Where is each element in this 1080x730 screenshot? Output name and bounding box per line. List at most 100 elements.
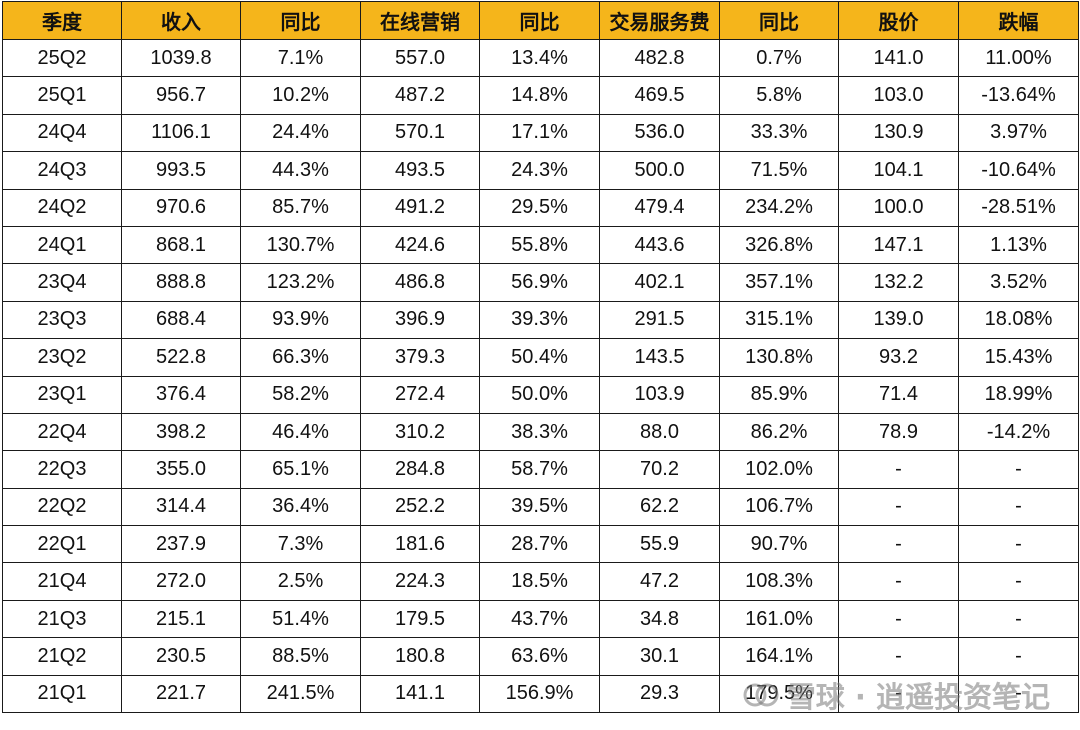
table-cell: 39.3% <box>479 300 600 340</box>
table-row: 21Q2 230.5 88.5% 180.8 63.6% 30.1 164.1% - - <box>2 637 1079 676</box>
table-cell: 51.4% <box>240 599 361 639</box>
table-cell: 132.2 <box>838 263 959 302</box>
table-cell: 2.5% <box>240 562 361 601</box>
table-header: 季度 收入 同比 在线营销 同比 交易服务费 同比 股价 跌幅 <box>2 1 1079 40</box>
table-cell: 315.1% <box>719 300 839 340</box>
table-cell: 24Q1 <box>2 225 122 265</box>
table-cell: 357.1% <box>719 263 839 302</box>
table-cell: 24Q4 <box>2 113 122 153</box>
table-row: 22Q1 237.9 7.3% 181.6 28.7% 55.9 90.7% - - <box>2 525 1079 564</box>
table-cell: 28.7% <box>479 525 600 564</box>
table-cell: 106.7% <box>719 487 839 527</box>
table-cell: 143.5 <box>599 338 720 377</box>
table-cell: 491.2 <box>360 188 480 227</box>
table-cell: 102.0% <box>719 450 839 489</box>
table-cell: -13.64% <box>958 76 1079 115</box>
table-cell: 90.7% <box>719 525 839 564</box>
table-cell: 13.4% <box>479 38 600 78</box>
column-header: 同比 <box>240 1 361 40</box>
table-cell: 58.7% <box>479 450 600 489</box>
table-cell: 888.8 <box>121 263 241 302</box>
table-cell: 156.9% <box>479 674 600 714</box>
table-cell: 130.9 <box>838 113 959 153</box>
column-header: 交易服务费 <box>599 1 720 40</box>
table-cell: 161.0% <box>719 599 839 639</box>
table-cell: 63.6% <box>479 637 600 676</box>
table-cell: 86.2% <box>719 412 839 452</box>
table-cell: - <box>958 674 1079 714</box>
table-cell: 39.5% <box>479 487 600 527</box>
table-cell: 376.4 <box>121 375 241 414</box>
column-header: 季度 <box>2 1 122 40</box>
table-cell: 379.3 <box>360 338 480 377</box>
table-row: 24Q3 993.5 44.3% 493.5 24.3% 500.0 71.5% 104.1-… <box>2 151 1079 190</box>
table-cell: 252.2 <box>360 487 480 527</box>
table-cell: 868.1 <box>121 225 241 265</box>
table-cell: 25Q2 <box>2 38 122 78</box>
table-cell: 15.43% <box>958 338 1079 377</box>
table-cell: 179.5 <box>360 599 480 639</box>
table-cell: 557.0 <box>360 38 480 78</box>
table-cell: 88.5% <box>240 637 361 676</box>
table-cell: 272.0 <box>121 562 241 601</box>
table-cell: - <box>838 637 959 676</box>
table-cell: 103.0 <box>838 76 959 115</box>
table-cell: 487.2 <box>360 76 480 115</box>
table-cell: 179.5% <box>719 674 839 714</box>
table-cell: 221.7 <box>121 674 241 714</box>
table-cell: 24.3% <box>479 151 600 190</box>
table-cell: - <box>838 674 959 714</box>
table-cell: 181.6 <box>360 525 480 564</box>
table-row: 25Q2 1039.8 7.1% 557.0 13.4% 482.8 0.7% 141.0 11… <box>2 38 1079 78</box>
table-cell: - <box>958 487 1079 527</box>
table-cell: 71.4 <box>838 375 959 414</box>
table-cell: 215.1 <box>121 599 241 639</box>
table-cell: 0.7% <box>719 38 839 78</box>
table-row: 22Q4 398.2 46.4% 310.2 38.3% 88.0 86.2% 78.9 -14… <box>2 412 1079 452</box>
table-cell: 14.8% <box>479 76 600 115</box>
table-cell: 62.2 <box>599 487 720 527</box>
table-cell: 47.2 <box>599 562 720 601</box>
table-cell: 103.9 <box>599 375 720 414</box>
table-cell: 22Q2 <box>2 487 122 527</box>
table-cell: 56.9% <box>479 263 600 302</box>
table-cell: 396.9 <box>360 300 480 340</box>
table-cell: -28.51% <box>958 188 1079 227</box>
table-row: 21Q3 215.1 51.4% 179.5 43.7% 34.8 161.0% - - <box>2 599 1079 639</box>
table-row: 24Q1 868.1 130.7% 424.6 55.8% 443.6 326.8% 147.… <box>2 225 1079 265</box>
table-cell: 43.7% <box>479 599 600 639</box>
table-cell: 24Q3 <box>2 151 122 190</box>
table-cell: 33.3% <box>719 113 839 153</box>
table-cell: 130.7% <box>240 225 361 265</box>
table-cell: 21Q4 <box>2 562 122 601</box>
table-cell: - <box>838 450 959 489</box>
table-cell: 88.0 <box>599 412 720 452</box>
table-cell: 164.1% <box>719 637 839 676</box>
table-cell: 1039.8 <box>121 38 241 78</box>
table-cell: 18.5% <box>479 562 600 601</box>
table-cell: 18.99% <box>958 375 1079 414</box>
column-header: 同比 <box>719 1 839 40</box>
table-cell: 66.3% <box>240 338 361 377</box>
table-cell: 469.5 <box>599 76 720 115</box>
table-cell: 23Q4 <box>2 263 122 302</box>
table-cell: - <box>958 562 1079 601</box>
table-cell: 46.4% <box>240 412 361 452</box>
table-row: 23Q2 522.8 66.3% 379.3 50.4% 143.5 130.8% 93.2 1… <box>2 338 1079 377</box>
table-cell: 536.0 <box>599 113 720 153</box>
table-cell: 21Q2 <box>2 637 122 676</box>
table-cell: - <box>958 450 1079 489</box>
table-row: 25Q1 956.7 10.2% 487.2 14.8% 469.5 5.8% 103.0 -1… <box>2 76 1079 115</box>
table-cell: - <box>838 562 959 601</box>
table-cell: 5.8% <box>719 76 839 115</box>
table-cell: 29.5% <box>479 188 600 227</box>
table-row: 23Q3 688.4 93.9% 396.9 39.3% 291.5 315.1% 139.0… <box>2 300 1079 340</box>
table-row: 23Q1 376.4 58.2% 272.4 50.0% 103.9 85.9% 71.4 18… <box>2 375 1079 414</box>
table-cell: 237.9 <box>121 525 241 564</box>
table-cell: 479.4 <box>599 188 720 227</box>
table-cell: 123.2% <box>240 263 361 302</box>
table-row: 24Q4 1106.1 24.4% 570.1 17.1% 536.0 33.3% 130.9… <box>2 113 1079 153</box>
table-cell: 65.1% <box>240 450 361 489</box>
column-header: 跌幅 <box>958 1 1079 40</box>
table-cell: 36.4% <box>240 487 361 527</box>
